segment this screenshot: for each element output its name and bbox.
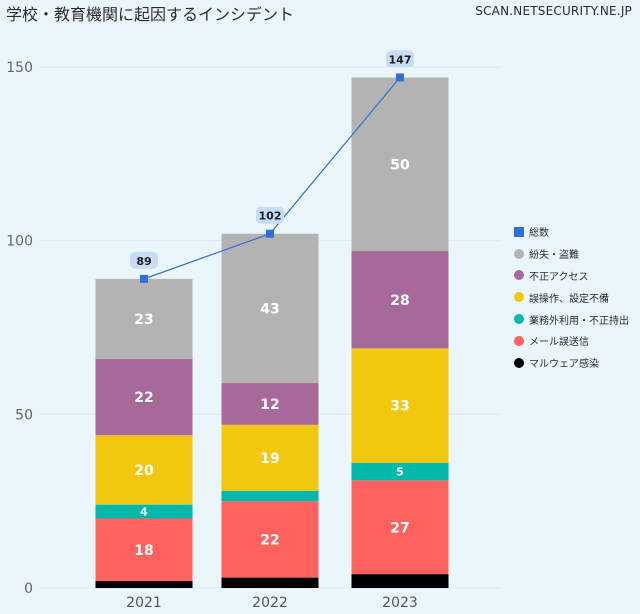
bar-segment: [95, 278, 193, 359]
data-label: 33: [390, 399, 409, 415]
legend: 総数紛失・盗難不正アクセス誤操作、設定不備業務外利用・不正持出 メール誤送信 マルウ…: [514, 221, 629, 374]
legend-item: 誤操作、設定不備: [514, 286, 629, 308]
data-label: 28: [390, 293, 409, 309]
bar-segment: [351, 348, 449, 463]
legend-marker: [514, 270, 524, 281]
bar-segment: [95, 518, 193, 582]
data-label: 5: [396, 466, 404, 479]
legend-item: 総数: [514, 221, 629, 243]
y-tick-label: 100: [6, 234, 33, 250]
bar-segment: [221, 233, 319, 384]
legend-item: マルウェア感染: [514, 352, 629, 374]
data-label: 18: [134, 543, 153, 559]
legend-label: 紛失・盗難: [529, 250, 579, 262]
legend-marker: [514, 292, 524, 303]
bar-segment: [221, 577, 319, 588]
legend-label: マルウェア感染: [529, 359, 599, 371]
bar-segment: [221, 490, 319, 502]
legend-label: 誤操作、設定不備: [529, 293, 609, 305]
total-label-bg: [130, 251, 158, 269]
bar-segment: [95, 581, 193, 588]
bar-segment: [351, 77, 449, 252]
bar-segment: [221, 424, 319, 491]
data-label: 4: [140, 506, 148, 519]
legend-marker: [514, 226, 524, 237]
total-point: [140, 274, 148, 283]
total-label: 102: [259, 210, 282, 223]
legend-item: 業務外利用・不正持出: [514, 308, 629, 330]
legend-marker: [514, 357, 524, 368]
legend-marker: [514, 314, 524, 325]
bar-segment: [351, 251, 449, 349]
x-tick-label: 2022: [252, 595, 288, 611]
legend-label: メール誤送信: [529, 337, 589, 349]
bar-segment: [351, 462, 449, 481]
data-label: 20: [134, 463, 154, 479]
data-label: 50: [390, 157, 410, 173]
legend-marker: [514, 248, 524, 259]
total-point: [396, 73, 404, 82]
data-label: 27: [390, 520, 409, 536]
y-tick-label: 0: [24, 581, 33, 597]
bar-segment: [351, 480, 449, 575]
legend-item: 紛失・盗難: [514, 243, 629, 265]
x-tick-label: 2023: [382, 595, 418, 611]
bar-segment: [95, 358, 193, 436]
legend-label: 総数: [529, 228, 549, 240]
legend-marker: [514, 335, 524, 346]
legend-label: 不正アクセス: [529, 271, 589, 283]
y-tick-label: 150: [6, 60, 33, 76]
total-label: 89: [136, 255, 151, 268]
data-label: 43: [260, 301, 279, 317]
legend-item: メール誤送信: [514, 330, 629, 352]
bar-segment: [95, 435, 193, 505]
data-label: 23: [134, 312, 153, 328]
total-label: 147: [389, 53, 412, 66]
total-label-bg: [256, 206, 284, 224]
bar-segment: [221, 501, 319, 578]
data-label: 12: [260, 397, 279, 413]
source-watermark: SCAN.NETSECURITY.NE.JP: [475, 4, 632, 18]
data-label: 19: [260, 451, 279, 467]
data-label: 22: [260, 532, 279, 548]
legend-label: 業務外利用・不正持出: [529, 315, 629, 327]
bar-segment: [95, 504, 193, 519]
legend-item: 不正アクセス: [514, 265, 629, 287]
bar-segment: [221, 383, 319, 425]
x-tick-label: 2021: [126, 595, 162, 611]
y-tick-label: 50: [15, 407, 33, 423]
bar-segment: [351, 574, 449, 588]
total-point: [266, 229, 274, 238]
total-label-bg: [386, 50, 414, 68]
chart-title: 学校・教育機関に起因するインシデント: [6, 5, 295, 24]
data-label: 22: [134, 390, 153, 406]
